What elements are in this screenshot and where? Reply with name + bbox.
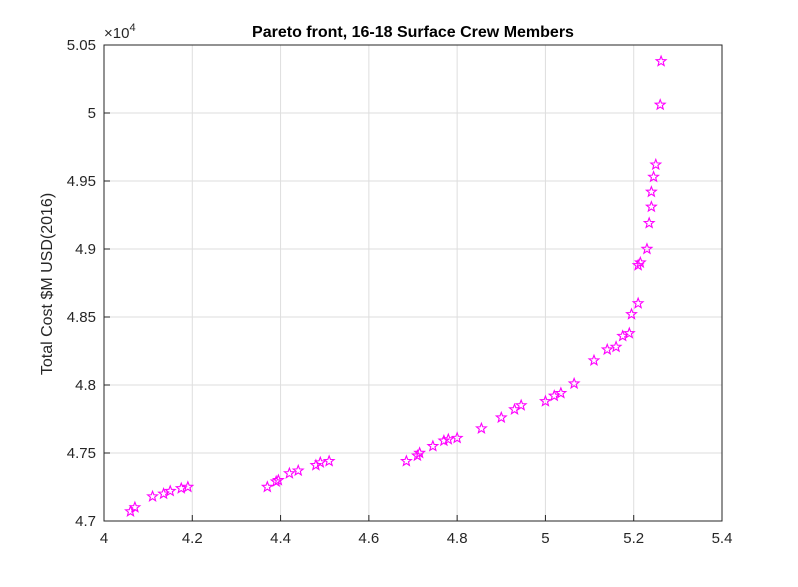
data-point-star [426, 439, 440, 452]
data-point-star [410, 448, 424, 462]
data-point-star [128, 500, 142, 513]
x-tick-label: 5 [541, 530, 549, 547]
data-point-star [616, 329, 630, 342]
data-point-star [282, 466, 296, 479]
data-point-star [146, 489, 159, 502]
data-point-star [625, 307, 638, 320]
data-point-star [514, 398, 528, 411]
y-multiplier-base: ×10 [104, 25, 129, 42]
data-point-star [271, 473, 285, 486]
data-point-star [494, 410, 508, 424]
x-tick-label: 4.8 [447, 530, 468, 547]
data-point-star [322, 454, 336, 467]
data-point-star [157, 487, 171, 500]
x-tick-label: 4.4 [270, 530, 291, 547]
data-point-star [644, 200, 658, 213]
y-tick-label: 5 [88, 105, 96, 122]
data-point-star [567, 376, 581, 390]
y-tick-label: 4.9 [75, 241, 96, 258]
data-point-star [547, 389, 561, 402]
data-point-star [313, 455, 327, 468]
data-point-star [441, 432, 455, 445]
data-point-star [653, 98, 667, 111]
data-point-star [124, 504, 137, 517]
y-tick-label: 4.85 [67, 309, 96, 326]
data-point-star [647, 170, 660, 183]
axes-box [103, 44, 723, 522]
data-point-star [437, 434, 451, 447]
data-point-star [654, 54, 668, 67]
x-tick-label: 4.6 [358, 530, 379, 547]
y-tick-label: 4.95 [67, 173, 96, 190]
data-point-star [538, 394, 552, 407]
data-points [124, 54, 668, 517]
data-point-star [163, 484, 177, 497]
data-point-star [649, 157, 663, 171]
y-tick-label: 5.05 [67, 37, 96, 54]
x-tick-label: 4 [100, 530, 108, 547]
data-point-star [587, 353, 601, 366]
data-point-star [631, 296, 645, 309]
data-point-star [309, 458, 323, 471]
y-axis-label: Total Cost $M USD(2016) [39, 193, 56, 375]
data-point-star [631, 258, 645, 271]
y-tick-label: 4.75 [67, 445, 96, 462]
data-point-star [609, 340, 623, 353]
y-multiplier-exponent: 4 [129, 22, 135, 34]
data-point-star [413, 446, 427, 459]
data-point-star [644, 185, 658, 198]
data-point-star [450, 431, 464, 444]
data-point-star [260, 480, 274, 493]
data-point-star [640, 242, 654, 255]
grid [104, 45, 722, 521]
y-multiplier: ×104 [104, 22, 136, 42]
y-tick-label: 4.7 [75, 513, 96, 530]
data-point-star [642, 216, 656, 229]
data-point-star [475, 421, 488, 434]
data-point-star [600, 342, 614, 356]
data-point-star [399, 454, 413, 467]
y-tick-label: 4.8 [75, 377, 96, 394]
data-point-star [291, 463, 305, 477]
ticks: 4 4.2 4.4 4.6 4.8 5 5.2 5.44.74.754.84.854.94.9… [67, 37, 733, 547]
data-point-star [633, 255, 647, 269]
x-tick-label: 4.2 [182, 530, 203, 547]
data-point-star [622, 326, 636, 339]
data-point-star [554, 386, 568, 399]
data-point-star [181, 480, 195, 493]
chart-title: Pareto front, 16-18 Surface Crew Members [252, 24, 574, 41]
x-tick-label: 5.4 [712, 530, 733, 547]
x-tick-label: 5.2 [623, 530, 644, 547]
